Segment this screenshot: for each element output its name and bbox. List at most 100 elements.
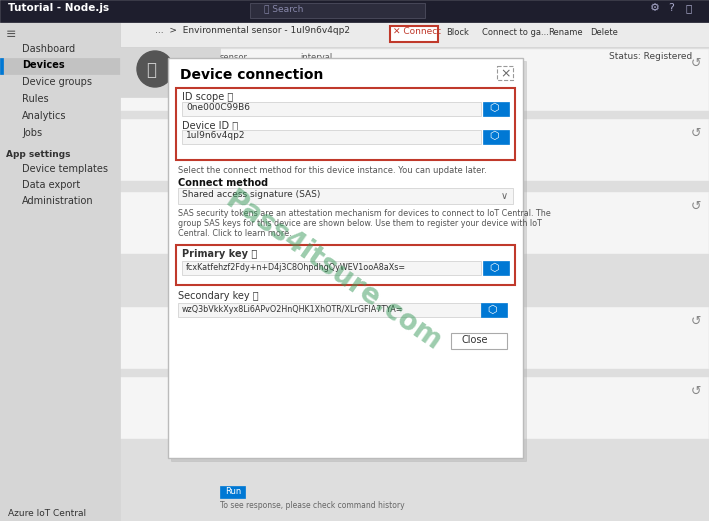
Bar <box>483 261 509 275</box>
Text: Connect to ga...: Connect to ga... <box>482 28 549 37</box>
Bar <box>120 119 709 181</box>
Text: Run: Run <box>225 72 241 81</box>
Text: wzQ3bVkkXyx8Li6APvO2HnQHK1XhOTR/XLrGFIA7TYA=: wzQ3bVkkXyx8Li6APvO2HnQHK1XhOTR/XLrGFIA7… <box>182 304 403 314</box>
Text: 1ul9n6v4qp2: 1ul9n6v4qp2 <box>186 131 245 141</box>
Bar <box>176 245 515 285</box>
Text: fcxKatfehzf2Fdy+n+D4j3C8OhpdhgQyWEV1ooA8aXs=: fcxKatfehzf2Fdy+n+D4j3C8OhpdhgQyWEV1ooA8… <box>186 263 406 271</box>
Text: Close: Close <box>461 335 488 345</box>
Bar <box>220 71 245 83</box>
Text: ⬡: ⬡ <box>489 104 498 114</box>
Bar <box>120 307 709 369</box>
Text: 🖥: 🖥 <box>146 61 156 79</box>
Text: Devices: Devices <box>22 60 65 70</box>
Text: Run: Run <box>225 401 241 410</box>
Text: Run: Run <box>225 487 241 496</box>
Text: Analytics: Analytics <box>22 111 67 121</box>
Bar <box>176 88 515 160</box>
Bar <box>451 333 507 349</box>
Text: Connect method: Connect method <box>178 178 268 188</box>
Text: Data export: Data export <box>22 180 80 190</box>
Text: ✕ Connect: ✕ Connect <box>393 28 441 36</box>
Text: Device templates: Device templates <box>22 164 108 174</box>
Text: Run: Run <box>225 330 241 340</box>
Bar <box>481 303 507 317</box>
Bar <box>120 47 220 97</box>
Text: Jobs: Jobs <box>22 128 42 138</box>
Text: ↺: ↺ <box>691 200 701 213</box>
Bar <box>120 22 709 47</box>
Text: Secondary key ⓘ: Secondary key ⓘ <box>178 291 259 301</box>
Bar <box>220 486 245 498</box>
Bar <box>497 66 513 80</box>
Text: To see re...: To see re... <box>220 156 261 165</box>
Text: sensor: sensor <box>220 381 248 390</box>
Text: sensor: sensor <box>220 123 248 132</box>
Text: ...  >  Environmental sensor - 1ul9n6v4qp2: ... > Environmental sensor - 1ul9n6v4qp2 <box>155 26 350 35</box>
Text: Status: Registered: Status: Registered <box>609 52 692 61</box>
Bar <box>182 102 481 116</box>
Bar <box>168 58 523 458</box>
Text: Azure IoT Central: Azure IoT Central <box>8 509 86 518</box>
Text: To see re...: To see re... <box>220 229 261 238</box>
Text: Dashboard: Dashboard <box>22 44 75 54</box>
Bar <box>483 130 509 144</box>
Bar <box>120 49 709 111</box>
Text: Tutorial - Node.js: Tutorial - Node.js <box>8 3 109 13</box>
Text: Run: Run <box>225 216 241 225</box>
Text: Administration: Administration <box>22 196 94 206</box>
Text: Device groups: Device groups <box>22 77 92 87</box>
Bar <box>0 58 120 74</box>
Text: ?: ? <box>668 3 674 13</box>
Text: Rules: Rules <box>22 94 49 104</box>
Text: 🔍 Search: 🔍 Search <box>264 5 303 14</box>
Text: Pass4itsure.com: Pass4itsure.com <box>220 185 447 356</box>
Text: 0ne000C99B6: 0ne000C99B6 <box>186 104 250 113</box>
Text: ↺: ↺ <box>691 315 701 328</box>
Bar <box>0 22 120 521</box>
Bar <box>0 58 3 74</box>
Bar <box>178 303 481 317</box>
Bar <box>120 377 709 439</box>
Bar <box>250 3 425 18</box>
Bar <box>0 0 709 22</box>
Circle shape <box>137 51 173 87</box>
Bar <box>390 26 438 42</box>
Text: To see re...: To see re... <box>220 344 261 353</box>
Text: Central. Click to learn more.: Central. Click to learn more. <box>178 229 291 238</box>
Text: ≡: ≡ <box>6 28 16 41</box>
Bar <box>483 102 509 116</box>
Bar <box>178 188 513 204</box>
Text: interval: interval <box>300 53 333 62</box>
Bar <box>182 130 481 144</box>
Text: ⬡: ⬡ <box>489 263 498 272</box>
Bar <box>120 22 709 521</box>
Bar <box>220 399 245 411</box>
Text: Device ID ⓘ: Device ID ⓘ <box>182 120 238 130</box>
Text: To see response, please check command history: To see response, please check command hi… <box>220 501 405 510</box>
Text: sensor: sensor <box>220 53 248 62</box>
Text: sensor: sensor <box>220 311 248 320</box>
Text: ∨: ∨ <box>501 191 508 201</box>
Text: ↺: ↺ <box>691 57 701 70</box>
Bar <box>220 141 245 153</box>
Text: ×: × <box>500 67 510 80</box>
Text: SAS security tokens are an attestation mechanism for devices to connect to IoT C: SAS security tokens are an attestation m… <box>178 209 551 218</box>
Text: Delete: Delete <box>590 28 618 37</box>
Text: Device connection: Device connection <box>180 68 323 82</box>
Text: sensor: sensor <box>220 196 248 205</box>
Text: Block: Block <box>446 28 469 37</box>
Bar <box>220 329 245 341</box>
Bar <box>120 192 709 254</box>
Text: To see re...: To see re... <box>220 414 261 423</box>
Text: To see re...: To see re... <box>220 86 261 95</box>
Text: ID scope ⓘ: ID scope ⓘ <box>182 92 233 102</box>
Text: ↺: ↺ <box>691 127 701 140</box>
Bar <box>300 63 355 75</box>
Bar <box>182 261 481 275</box>
Text: ⚙: ⚙ <box>650 3 660 13</box>
Text: ⬡: ⬡ <box>487 304 497 315</box>
Text: ↺: ↺ <box>691 385 701 398</box>
Text: Primary key ⓘ: Primary key ⓘ <box>182 249 257 259</box>
Text: Shared access signature (SAS): Shared access signature (SAS) <box>182 190 320 199</box>
Text: App settings: App settings <box>6 150 70 159</box>
